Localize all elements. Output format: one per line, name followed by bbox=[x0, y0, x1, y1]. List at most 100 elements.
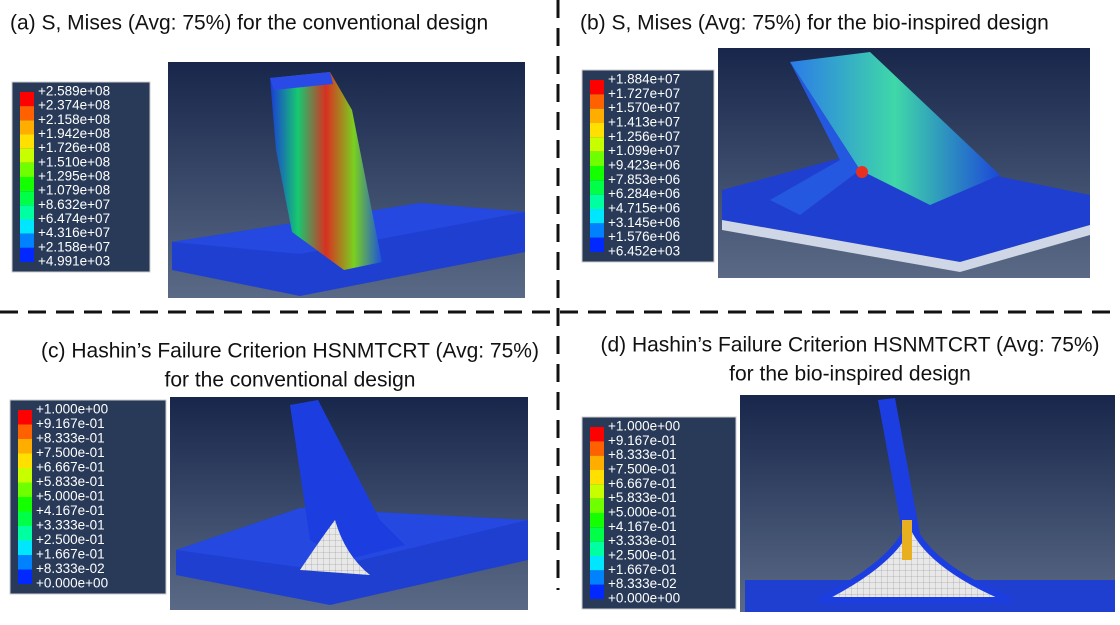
panel-title: (c) Hashin’s Failure Criterion HSNMTCRT … bbox=[41, 340, 539, 363]
legend-color bbox=[20, 177, 34, 191]
legend-label: +1.079e+08 bbox=[38, 183, 110, 198]
panel-title: for the bio-inspired design bbox=[729, 363, 971, 386]
legend-label: +1.667e-01 bbox=[608, 562, 677, 577]
panel-title: for the conventional design bbox=[164, 369, 415, 392]
legend-label: +0.000e+00 bbox=[608, 591, 680, 606]
legend-label: +4.991e+03 bbox=[38, 254, 110, 269]
legend-label: +9.423e+06 bbox=[608, 158, 680, 173]
figure: (a) S, Mises (Avg: 75%) for the conventi… bbox=[0, 0, 1120, 620]
legend-color bbox=[590, 209, 604, 223]
render-d bbox=[740, 395, 1115, 612]
legend-label: +7.500e-01 bbox=[36, 445, 105, 460]
legend-color bbox=[20, 205, 34, 219]
panel-title: (a) S, Mises (Avg: 75%) for the conventi… bbox=[10, 12, 488, 35]
render-a bbox=[168, 62, 525, 298]
legend-color bbox=[590, 123, 604, 137]
legend-label: +6.452e+03 bbox=[608, 244, 680, 259]
panel-title: (b) S, Mises (Avg: 75%) for the bio-insp… bbox=[580, 12, 1049, 35]
legend-color bbox=[590, 195, 604, 209]
legend-label: +4.316e+07 bbox=[38, 225, 110, 240]
legend-color bbox=[590, 542, 604, 556]
legend-color bbox=[590, 166, 604, 180]
legend-label: +8.333e-01 bbox=[36, 431, 105, 446]
legend-label: +6.284e+06 bbox=[608, 186, 680, 201]
legend-color bbox=[18, 468, 32, 483]
legend-color bbox=[590, 109, 604, 123]
legend-color bbox=[18, 425, 32, 440]
legend-label: +2.158e+08 bbox=[38, 112, 110, 127]
legend-label: +1.727e+07 bbox=[608, 86, 680, 101]
legend-label: +6.667e-01 bbox=[36, 460, 105, 475]
legend-label: +1.413e+07 bbox=[608, 115, 680, 130]
legend-label: +8.333e-01 bbox=[608, 447, 677, 462]
legend-color bbox=[18, 497, 32, 512]
legend-color bbox=[590, 456, 604, 470]
legend-label: +1.000e+00 bbox=[608, 419, 680, 434]
legend-color bbox=[590, 427, 604, 441]
legend-label: +7.853e+06 bbox=[608, 172, 680, 187]
legend-label: +1.099e+07 bbox=[608, 143, 680, 158]
legend-color bbox=[20, 234, 34, 248]
legend-color bbox=[20, 248, 34, 262]
legend-label: +1.570e+07 bbox=[608, 100, 680, 115]
legend-label: +6.667e-01 bbox=[608, 476, 677, 491]
legend-color bbox=[590, 94, 604, 108]
legend-label: +3.333e-01 bbox=[608, 533, 677, 548]
legend-color bbox=[20, 92, 34, 106]
legend-label: +3.145e+06 bbox=[608, 215, 680, 230]
legend-color bbox=[20, 120, 34, 134]
legend-label: +0.000e+00 bbox=[36, 576, 108, 591]
legend-label: +2.374e+08 bbox=[38, 98, 110, 113]
legend-label: +5.000e-01 bbox=[608, 505, 677, 520]
legend-label: +4.715e+06 bbox=[608, 201, 680, 216]
legend-label: +1.884e+07 bbox=[608, 72, 680, 87]
legend-label: +2.500e-01 bbox=[36, 532, 105, 547]
legend-label: +1.000e+00 bbox=[36, 402, 108, 417]
legend-label: +1.576e+06 bbox=[608, 229, 680, 244]
legend-label: +8.333e-02 bbox=[36, 561, 105, 576]
legend-label: +8.333e-02 bbox=[608, 576, 677, 591]
legend-label: +1.510e+08 bbox=[38, 154, 110, 169]
legend-color bbox=[18, 526, 32, 541]
legend-label: +6.474e+07 bbox=[38, 211, 110, 226]
legend-label: +9.167e-01 bbox=[608, 433, 677, 448]
legend-color bbox=[20, 220, 34, 234]
legend-label: +1.667e-01 bbox=[36, 547, 105, 562]
legend-color bbox=[590, 556, 604, 570]
legend-label: +2.158e+07 bbox=[38, 239, 110, 254]
legend-color bbox=[590, 441, 604, 455]
render-c bbox=[170, 397, 528, 610]
legend-color bbox=[590, 470, 604, 484]
legend-label: +1.295e+08 bbox=[38, 169, 110, 184]
legend-label: +5.833e-01 bbox=[608, 490, 677, 505]
legend-color bbox=[18, 541, 32, 556]
legend-label: +4.167e-01 bbox=[608, 519, 677, 534]
legend-color bbox=[590, 513, 604, 527]
legend-label: +9.167e-01 bbox=[36, 416, 105, 431]
legend-color bbox=[590, 499, 604, 513]
legend-color bbox=[590, 223, 604, 237]
panel-title: (d) Hashin’s Failure Criterion HSNMTCRT … bbox=[600, 334, 1099, 357]
legend-color bbox=[18, 483, 32, 498]
page: {"panels": [ {"title": ["(a) S, Mises (A… bbox=[0, 0, 1120, 620]
legend-label: +7.500e-01 bbox=[608, 462, 677, 477]
legend-color bbox=[20, 106, 34, 120]
legend-label: +2.500e-01 bbox=[608, 548, 677, 563]
legend-color bbox=[18, 555, 32, 570]
legend-color bbox=[590, 585, 604, 599]
legend-color bbox=[590, 152, 604, 166]
legend-color bbox=[590, 484, 604, 498]
legend-color bbox=[18, 570, 32, 585]
legend-color bbox=[18, 454, 32, 469]
legend-label: +8.632e+07 bbox=[38, 197, 110, 212]
legend-label: +5.833e-01 bbox=[36, 474, 105, 489]
legend-color bbox=[20, 163, 34, 177]
legend-color bbox=[590, 238, 604, 252]
legend-label: +2.589e+08 bbox=[38, 84, 110, 99]
legend-color bbox=[20, 135, 34, 149]
legend-label: +4.167e-01 bbox=[36, 503, 105, 518]
legend-label: +1.256e+07 bbox=[608, 129, 680, 144]
legend-color bbox=[20, 191, 34, 205]
legend-label: +3.333e-01 bbox=[36, 518, 105, 533]
render-b bbox=[718, 48, 1090, 278]
